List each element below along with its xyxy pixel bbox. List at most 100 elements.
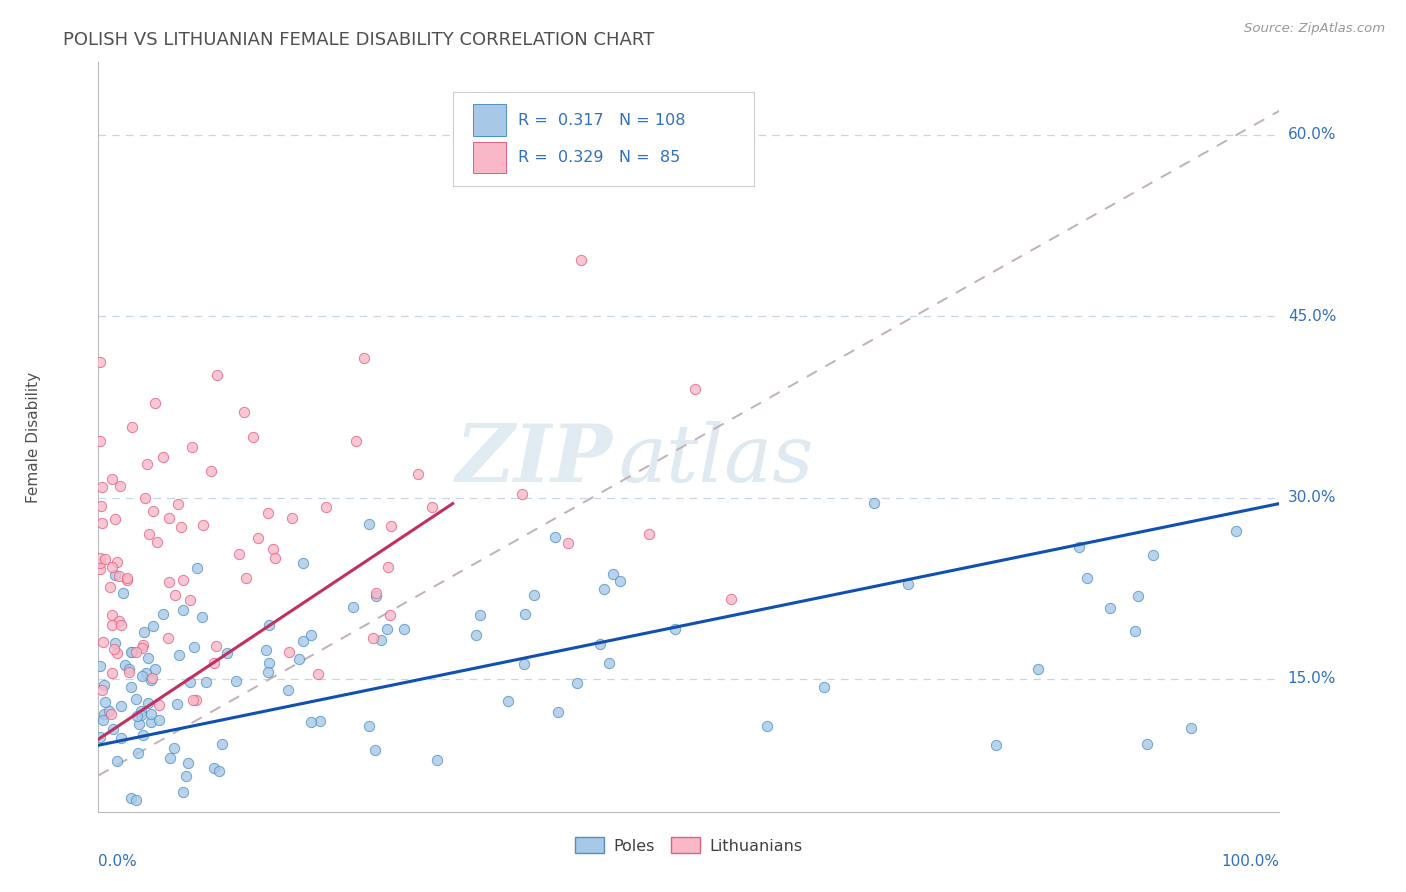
Point bbox=[602, 567, 624, 582]
Text: R =  0.329   N =  85: R = 0.329 N = 85 bbox=[517, 150, 681, 165]
Point bbox=[1180, 721, 1202, 735]
Point bbox=[547, 706, 569, 720]
Point bbox=[125, 692, 148, 706]
Point bbox=[94, 695, 117, 709]
Text: atlas: atlas bbox=[619, 421, 814, 499]
Point bbox=[177, 756, 200, 770]
Point bbox=[121, 645, 143, 659]
Point bbox=[278, 644, 301, 658]
Legend: Poles, Lithuanians: Poles, Lithuanians bbox=[569, 830, 808, 860]
Point bbox=[163, 740, 186, 755]
Point bbox=[257, 665, 280, 679]
Point bbox=[277, 683, 299, 698]
Point bbox=[89, 434, 111, 448]
Point bbox=[588, 637, 610, 651]
Point bbox=[114, 658, 136, 673]
Point bbox=[299, 628, 322, 642]
Point bbox=[664, 622, 686, 636]
Point bbox=[344, 434, 367, 449]
Point bbox=[1125, 624, 1147, 639]
Point bbox=[1225, 524, 1247, 539]
Point bbox=[103, 642, 125, 657]
Point bbox=[609, 574, 631, 589]
Point bbox=[110, 478, 132, 492]
Point bbox=[262, 542, 284, 557]
Point bbox=[120, 680, 142, 694]
Point bbox=[89, 550, 111, 565]
Point bbox=[125, 792, 148, 806]
Point bbox=[139, 706, 162, 721]
Point bbox=[235, 571, 257, 585]
Point bbox=[257, 618, 280, 632]
Point bbox=[163, 588, 186, 602]
Point bbox=[141, 671, 163, 685]
Point bbox=[186, 692, 208, 706]
Point bbox=[179, 675, 201, 690]
Point bbox=[104, 636, 127, 650]
Point bbox=[101, 722, 124, 736]
Point bbox=[813, 680, 835, 694]
Point bbox=[146, 535, 169, 549]
Point bbox=[194, 675, 217, 690]
Point bbox=[110, 731, 132, 745]
Point bbox=[1142, 548, 1164, 562]
Point bbox=[143, 396, 166, 410]
Point bbox=[361, 631, 384, 645]
Point bbox=[104, 568, 127, 582]
Point bbox=[359, 719, 381, 733]
Point bbox=[513, 607, 536, 621]
Point bbox=[172, 785, 194, 799]
Point bbox=[142, 619, 165, 633]
Point bbox=[118, 665, 141, 680]
Point bbox=[127, 708, 149, 723]
Point bbox=[97, 704, 120, 718]
Point bbox=[378, 608, 401, 623]
Point bbox=[91, 516, 114, 530]
Point bbox=[152, 607, 174, 621]
Point bbox=[370, 632, 392, 647]
Point bbox=[120, 791, 142, 805]
Point bbox=[93, 707, 115, 722]
Point bbox=[364, 742, 387, 756]
Point bbox=[510, 486, 533, 500]
Point bbox=[152, 450, 174, 465]
Point bbox=[94, 552, 117, 566]
Point bbox=[111, 586, 134, 600]
Point bbox=[117, 571, 139, 585]
Point bbox=[353, 351, 375, 365]
Point bbox=[118, 662, 141, 676]
Point bbox=[135, 457, 157, 471]
Point bbox=[406, 467, 429, 482]
Bar bbox=[472, 142, 506, 173]
Point bbox=[132, 638, 155, 652]
Point bbox=[183, 692, 205, 706]
Point bbox=[105, 754, 128, 768]
Point bbox=[107, 614, 129, 628]
Point bbox=[148, 713, 170, 727]
Point bbox=[105, 555, 128, 569]
Point bbox=[101, 665, 124, 680]
Point bbox=[100, 472, 122, 486]
Point bbox=[468, 608, 491, 623]
Point bbox=[120, 645, 142, 659]
Point bbox=[242, 430, 264, 444]
Point bbox=[142, 504, 165, 518]
Point bbox=[115, 573, 138, 587]
Point bbox=[90, 499, 112, 513]
Point bbox=[121, 420, 143, 434]
Point bbox=[91, 713, 114, 727]
Point bbox=[179, 592, 201, 607]
Point bbox=[512, 657, 534, 672]
Point bbox=[202, 656, 225, 670]
Point bbox=[357, 517, 380, 532]
Point bbox=[863, 495, 886, 509]
Point bbox=[257, 506, 280, 520]
Text: POLISH VS LITHUANIAN FEMALE DISABILITY CORRELATION CHART: POLISH VS LITHUANIAN FEMALE DISABILITY C… bbox=[63, 31, 655, 49]
Point bbox=[1098, 600, 1121, 615]
Point bbox=[134, 491, 156, 505]
Point bbox=[127, 746, 149, 760]
Point bbox=[105, 646, 128, 660]
Point bbox=[89, 355, 111, 369]
Point bbox=[307, 667, 329, 681]
Point bbox=[91, 634, 114, 648]
